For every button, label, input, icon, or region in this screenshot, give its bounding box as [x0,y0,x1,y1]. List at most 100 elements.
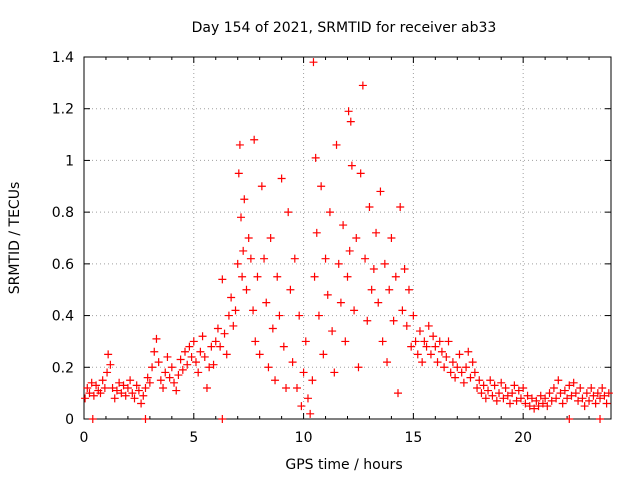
data-point [181,347,190,356]
data-point [369,265,378,274]
data-point [312,228,321,237]
data-point [589,391,598,400]
data-point [178,365,187,374]
tick-labels: 0 5 10 15 20 0 0.2 0.4 0.6 0.8 1 1.2 1.4 [52,50,532,446]
data-point [273,272,282,281]
data-point [571,389,580,398]
data-point [591,399,600,408]
data-point [96,389,105,398]
data-point [119,381,128,390]
data-point [415,327,424,336]
data-point [271,376,280,385]
data-point [104,350,113,359]
data-point [576,383,585,392]
data-point [604,389,613,398]
data-point [574,396,583,405]
data-point [521,399,530,408]
data-point [308,376,317,385]
data-point [156,376,165,385]
data-point [194,368,203,377]
data-point [121,391,130,400]
y-tick-label: 0 [65,412,74,428]
data-point [433,358,442,367]
x-tick-label: 0 [80,430,89,446]
y-tick-label: 0.4 [52,309,74,325]
data-point [411,337,420,346]
data-point [83,383,92,392]
data-point [404,285,413,294]
axis-ticks [83,56,611,420]
data-point [356,169,365,178]
data-point [242,285,251,294]
data-point [389,316,398,325]
data-point [260,254,269,263]
data-point [442,352,451,361]
data-point [578,394,587,403]
data-point [240,195,249,204]
data-point [284,208,293,217]
data-point [413,350,422,359]
data-point [363,316,372,325]
data-point [222,350,231,359]
data-point [231,306,240,315]
data-point [106,360,115,369]
data-point [234,169,243,178]
data-point [598,383,607,392]
data-point [365,202,374,211]
data-point [464,347,473,356]
data-point [264,363,273,372]
data-point [350,306,359,315]
data-point [255,350,264,359]
data-point [499,394,508,403]
data-point [301,337,310,346]
data-point [141,383,150,392]
data-point [115,378,124,387]
data-point [530,404,539,413]
y-tick-label: 0.2 [52,360,74,376]
data-point [372,228,381,237]
data-point [268,324,277,333]
data-point [185,342,194,351]
data-point [505,399,514,408]
data-point [378,337,387,346]
data-point [477,389,486,398]
data-point [238,272,247,281]
data-point [332,140,341,149]
data-point [253,272,262,281]
data-point [187,352,196,361]
data-point [554,376,563,385]
x-tick-label: 10 [295,430,313,446]
data-point [330,368,339,377]
data-point [431,342,440,351]
data-point [488,391,497,400]
data-point [479,381,488,390]
data-point [516,394,525,403]
data-point [334,259,343,268]
data-point [361,254,370,263]
data-point [123,383,132,392]
data-point [435,337,444,346]
data-point [501,383,510,392]
data-point [387,234,396,242]
data-point [440,363,449,372]
x-axis-label: GPS time / hours [285,457,402,473]
data-point [137,399,146,408]
data-point [167,363,176,372]
data-point [481,394,490,403]
data-point [218,415,227,423]
data-point [170,378,179,387]
data-point [519,383,528,392]
x-tick-label: 15 [404,430,422,446]
data-point [198,332,207,341]
data-point [344,107,353,116]
data-point [398,306,407,315]
data-point [88,415,97,423]
data-point [536,391,545,400]
data-point [552,394,561,403]
data-point [148,363,157,372]
data-point [383,358,392,367]
data-point [306,409,315,418]
data-point [89,391,98,400]
data-point [141,415,150,423]
data-point [292,383,301,392]
